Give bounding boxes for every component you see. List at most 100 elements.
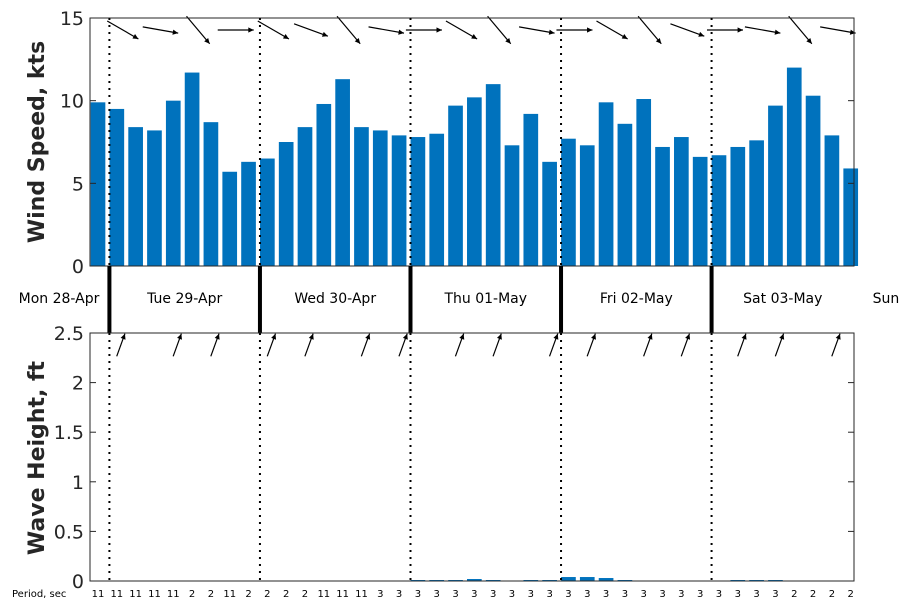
wind-bar [561,138,576,266]
wind-bar [485,84,501,266]
period-value: 3 [434,589,440,600]
wave-bars [410,577,783,581]
wind-bar [636,99,652,266]
wind-arrow [670,23,705,37]
day-label: Sat 03-May [743,291,822,307]
period-value: 3 [546,589,552,600]
period-value: 2 [829,589,835,600]
day-label: Fri 02-May [600,291,673,307]
wind-arrow [257,20,290,40]
period-value: 3 [641,589,647,600]
wave-ylabel: Wave Height, ft [25,360,50,555]
wind-bar [749,140,764,266]
wind-tick-label: 15 [60,8,84,30]
wind-bar [448,105,463,266]
wind-direction-arrows [106,15,856,45]
period-value: 3 [735,589,741,600]
swell-arrow [398,333,408,357]
swell-arrow [304,333,314,357]
period-value: 3 [753,589,759,600]
wind-arrow [556,27,593,33]
period-value: 3 [678,589,684,600]
wind-bar [203,122,219,266]
period-value: 3 [490,589,496,600]
wind-bar [128,127,143,267]
wind-arrow [518,26,555,35]
swell-arrow [492,333,502,357]
period-value: 11 [317,589,330,600]
wind-bar [674,137,689,266]
wind-arrow [706,27,743,33]
wave-tick-label: 1 [72,472,84,494]
wind-bar [655,146,670,266]
day-label-strip: Mon 28-Apr Tue 29-Apr Wed 30-Apr Thu 01-May… [19,266,899,333]
wind-arrow [217,27,254,33]
period-value: 11 [129,589,142,600]
period-value: 2 [810,589,816,600]
wind-bar [165,100,181,267]
wind-bar [147,130,162,266]
period-value: 11 [167,589,180,600]
period-value: 3 [528,589,534,600]
period-value: 3 [584,589,590,600]
wind-arrow [445,20,478,40]
period-value: 3 [697,589,703,600]
day-label: Wed 30-Apr [294,291,376,307]
wind-bar [429,133,445,266]
wind-bar [617,123,633,267]
swell-arrow [643,333,653,357]
wind-arrow [142,26,179,35]
period-value: 3 [772,589,778,600]
period-value: 3 [603,589,609,600]
swell-arrow [266,333,277,357]
wind-bar [297,127,313,267]
wind-arrow [368,26,405,35]
wind-bar [786,67,802,266]
wind-bar [824,135,840,266]
wind-arrow [637,15,662,45]
wind-bar [260,158,275,266]
wind-bar [504,145,520,266]
wind-bar [316,103,332,267]
swell-arrow [831,333,841,357]
swell-arrow [737,333,747,357]
swell-arrow [172,333,182,357]
period-value: 3 [415,589,421,600]
wind-bar [354,127,369,267]
wave-tick-label: 2.5 [54,323,84,345]
period-value: 11 [223,589,236,600]
swell-arrow [774,333,785,357]
wave-tick-label: 0.5 [54,521,84,543]
period-value: 3 [716,589,722,600]
period-value: 3 [622,589,628,600]
day-label: Thu 01-May [443,291,527,307]
wave-bar [467,579,482,581]
swell-arrow [680,333,691,357]
period-value: 2 [208,589,214,600]
period-value: 3 [377,589,383,600]
wind-bar [90,102,106,266]
period-value: 11 [148,589,161,600]
period-value: 3 [471,589,477,600]
period-value: 2 [189,589,195,600]
wind-arrow [106,20,139,40]
period-value: 11 [110,589,123,600]
wave-tick-label: 0 [72,571,84,593]
period-value: 3 [396,589,402,600]
period-value: 2 [283,589,289,600]
wind-bar [768,105,783,266]
wind-bars [90,67,859,267]
wind-arrow [186,15,211,45]
wind-bar [372,130,388,266]
period-value: 11 [336,589,349,600]
wave-tick-label: 1.5 [54,422,84,444]
period-values: 11 11 11 11 11 2 2 11 2 2 2 2 11 11 11 3 3 3 3 3 3 3 3 3 3 3 3 3 3 3 3… [92,589,854,600]
wind-bar [542,161,557,266]
period-value: 2 [848,589,854,600]
period-value: 11 [355,589,368,600]
wave-bar [579,577,595,581]
wind-axes-box [89,17,855,267]
wind-bar [184,72,200,266]
wind-arrow [820,26,856,35]
